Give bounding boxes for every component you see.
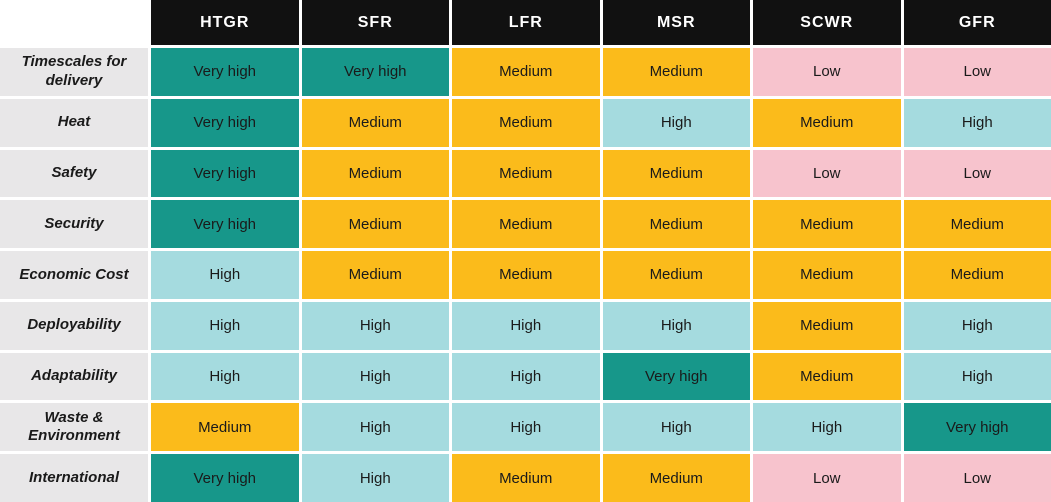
rating-cell: Medium [602,48,750,96]
rating-cell: Medium [452,48,600,96]
rating-cell: High [301,352,449,401]
row-label: Security [0,200,148,249]
rating-cell: High [903,352,1051,401]
rating-cell: Very high [903,403,1051,452]
rating-cell: Medium [602,149,750,198]
rating-cell: Medium [602,251,750,299]
rating-cell: High [452,301,600,350]
rating-cell: Low [753,454,901,502]
rating-cell: Medium [753,352,901,401]
rating-cell: High [301,403,449,452]
rating-cell: High [602,301,750,350]
rating-cell: Medium [301,149,449,198]
rating-cell: Medium [452,98,600,147]
rating-cell: Medium [452,200,600,249]
row-label: Timescales for delivery [0,48,148,96]
rating-cell: Medium [753,200,901,249]
rating-cell: High [151,301,299,350]
rating-cell: Very high [151,48,299,96]
rating-cell: High [602,98,750,147]
rating-cell: High [753,403,901,452]
column-header-lfr: LFR [452,0,600,45]
rating-cell: Medium [753,98,901,147]
rating-cell: Medium [452,149,600,198]
rating-cell: High [151,352,299,401]
rating-cell: Medium [753,301,901,350]
rating-cell: Medium [301,98,449,147]
rating-cell: High [301,301,449,350]
rating-cell: Medium [903,251,1051,299]
rating-cell: Medium [903,200,1051,249]
rating-cell: Medium [452,454,600,502]
rating-cell: Very high [151,200,299,249]
rating-cell: Very high [151,454,299,502]
rating-cell: Medium [753,251,901,299]
rating-cell: High [452,403,600,452]
rating-cell: Medium [602,200,750,249]
rating-cell: High [301,454,449,502]
column-header-sfr: SFR [301,0,449,45]
rating-cell: Medium [151,403,299,452]
rating-cell: Medium [301,200,449,249]
row-label: Deployability [0,301,148,350]
rating-cell: High [903,301,1051,350]
column-header-scwr: SCWR [753,0,901,45]
rating-cell: Very high [151,149,299,198]
rating-cell: High [903,98,1051,147]
rating-cell: Very high [151,98,299,147]
rating-cell: High [602,403,750,452]
row-label: Adaptability [0,352,148,401]
rating-cell: Medium [452,251,600,299]
rating-cell: High [151,251,299,299]
rating-cell: Very high [301,48,449,96]
rating-cell: Medium [602,454,750,502]
row-label: Heat [0,98,148,147]
row-label: Safety [0,149,148,198]
row-label: Waste & Environment [0,403,148,452]
rating-cell: Very high [602,352,750,401]
rating-cell: Low [903,149,1051,198]
column-header-gfr: GFR [903,0,1051,45]
row-label: International [0,454,148,502]
rating-cell: Low [753,48,901,96]
column-header-msr: MSR [602,0,750,45]
corner-spacer [0,0,148,45]
rating-cell: Low [753,149,901,198]
rating-cell: Medium [301,251,449,299]
row-label: Economic Cost [0,251,148,299]
rating-cell: Low [903,454,1051,502]
rating-cell: Low [903,48,1051,96]
column-header-htgr: HTGR [151,0,299,45]
rating-cell: High [452,352,600,401]
